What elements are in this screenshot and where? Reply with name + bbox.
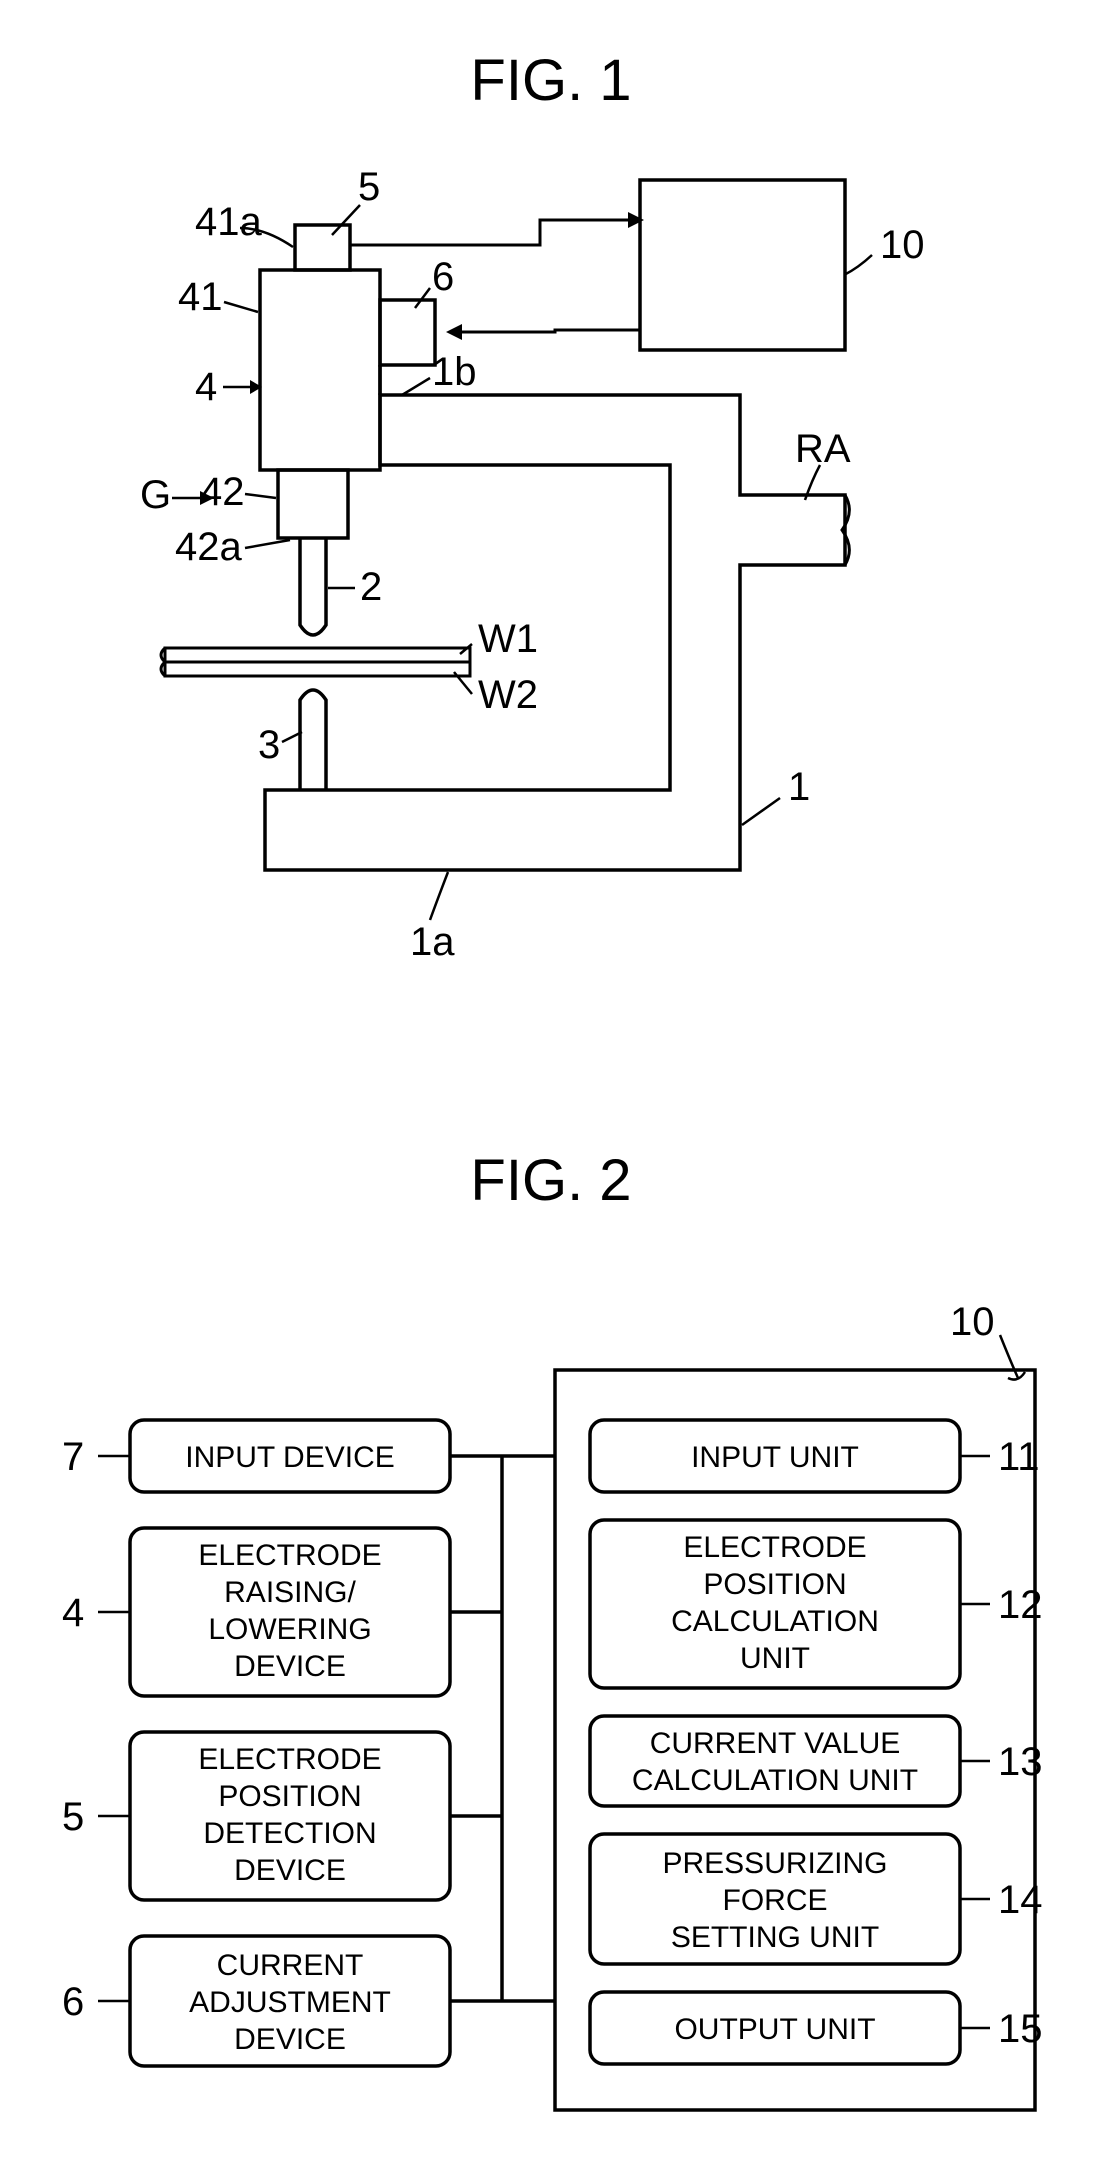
svg-text:SETTING UNIT: SETTING UNIT bbox=[671, 1921, 879, 1954]
arrow-into-6 bbox=[446, 324, 462, 340]
svg-text:POSITION: POSITION bbox=[218, 1780, 361, 1813]
lbl-3: 3 bbox=[258, 723, 280, 767]
lbl-42a: 42a bbox=[175, 525, 242, 569]
fig1: FIG. 1 bbox=[140, 48, 925, 964]
lbl-1b: 1b bbox=[432, 350, 477, 394]
lbl-RA: RA bbox=[795, 427, 851, 471]
lbl-10: 10 bbox=[880, 223, 925, 267]
svg-text:INPUT UNIT: INPUT UNIT bbox=[691, 1441, 859, 1474]
controller-10 bbox=[640, 180, 845, 350]
svg-text:ADJUSTMENT: ADJUSTMENT bbox=[189, 1986, 391, 2019]
svg-text:RAISING/: RAISING/ bbox=[224, 1576, 356, 1609]
svg-text:7: 7 bbox=[62, 1435, 84, 1479]
block-5 bbox=[295, 225, 350, 270]
electrode-2 bbox=[300, 538, 326, 635]
wire-5-to-10 bbox=[350, 220, 640, 245]
body-41 bbox=[260, 270, 380, 470]
svg-text:DEVICE: DEVICE bbox=[234, 1650, 346, 1683]
lbl-1a: 1a bbox=[410, 920, 455, 964]
svg-text:12: 12 bbox=[998, 1583, 1043, 1627]
lbl-G: G bbox=[140, 473, 171, 517]
fig2-labels: 7 4 5 6 10 11 12 13 14 15 bbox=[62, 1300, 1043, 2051]
svg-text:CURRENT: CURRENT bbox=[217, 1949, 364, 1982]
svg-text:CALCULATION: CALCULATION bbox=[671, 1605, 879, 1638]
lbl-5: 5 bbox=[358, 165, 380, 209]
svg-text:ELECTRODE: ELECTRODE bbox=[198, 1539, 381, 1572]
workpieces bbox=[161, 648, 470, 676]
lbl-1: 1 bbox=[788, 765, 810, 809]
svg-text:5: 5 bbox=[62, 1795, 84, 1839]
svg-text:ELECTRODE: ELECTRODE bbox=[198, 1743, 381, 1776]
lbl-41a: 41a bbox=[195, 200, 262, 244]
lbl-41: 41 bbox=[178, 275, 223, 319]
txt-input-device: INPUT DEVICE bbox=[185, 1441, 395, 1474]
svg-text:DETECTION: DETECTION bbox=[203, 1817, 376, 1850]
wire-10-to-6 bbox=[450, 330, 640, 332]
fig2-title: FIG. 2 bbox=[470, 1148, 631, 1213]
block-6 bbox=[380, 300, 435, 365]
svg-text:15: 15 bbox=[998, 2007, 1043, 2051]
electrode-3 bbox=[300, 690, 326, 790]
lbl-W1: W1 bbox=[478, 617, 538, 661]
block-42 bbox=[278, 470, 348, 538]
svg-text:ELECTRODE: ELECTRODE bbox=[683, 1531, 866, 1564]
svg-text:11: 11 bbox=[998, 1435, 1040, 1479]
svg-text:13: 13 bbox=[998, 1740, 1043, 1784]
svg-text:OUTPUT UNIT: OUTPUT UNIT bbox=[674, 2013, 875, 2046]
svg-text:PRESSURIZING: PRESSURIZING bbox=[662, 1847, 887, 1880]
svg-text:10: 10 bbox=[950, 1300, 995, 1344]
c-frame-1 bbox=[265, 395, 845, 870]
svg-text:14: 14 bbox=[998, 1878, 1043, 1922]
lbl-4: 4 bbox=[195, 365, 217, 409]
lbl-2: 2 bbox=[360, 565, 382, 609]
lbl-42: 42 bbox=[200, 470, 245, 514]
svg-text:CALCULATION UNIT: CALCULATION UNIT bbox=[632, 1764, 918, 1797]
leaders bbox=[172, 205, 872, 920]
fig1-title: FIG. 1 bbox=[470, 48, 631, 113]
svg-text:FORCE: FORCE bbox=[723, 1884, 828, 1917]
svg-text:DEVICE: DEVICE bbox=[234, 1854, 346, 1887]
lbl-6: 6 bbox=[432, 255, 454, 299]
svg-text:POSITION: POSITION bbox=[703, 1568, 846, 1601]
lbl-W2: W2 bbox=[478, 673, 538, 717]
fig2: FIG. 2 bbox=[62, 1148, 1043, 2110]
svg-text:6: 6 bbox=[62, 1980, 84, 2024]
svg-text:UNIT: UNIT bbox=[740, 1642, 810, 1675]
right-texts: INPUT UNIT ELECTRODE POSITION CALCULATIO… bbox=[632, 1441, 918, 2046]
left-texts: INPUT DEVICE ELECTRODE RAISING/ LOWERING… bbox=[185, 1441, 395, 2056]
svg-text:4: 4 bbox=[62, 1591, 84, 1635]
svg-text:DEVICE: DEVICE bbox=[234, 2023, 346, 2056]
svg-text:LOWERING: LOWERING bbox=[208, 1613, 371, 1646]
svg-text:CURRENT VALUE: CURRENT VALUE bbox=[650, 1727, 901, 1760]
